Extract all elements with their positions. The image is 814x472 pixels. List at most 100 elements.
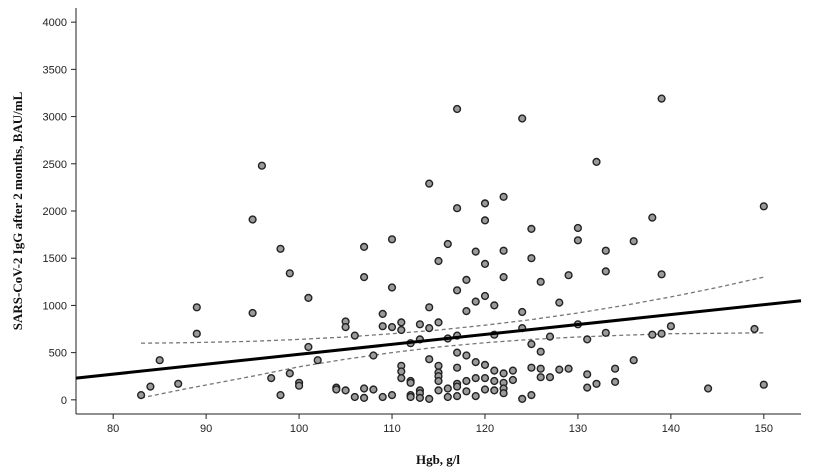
data-point [527,363,536,372]
data-point [601,267,610,276]
data-point [387,323,397,332]
data-point [462,307,471,316]
data-point [499,389,508,398]
ci-upper-line [141,276,764,344]
data-point [267,374,276,383]
data-point [443,392,452,402]
data-point [192,303,201,312]
data-point [583,335,592,344]
data-point [564,364,573,373]
data-point [350,331,359,340]
data-point [378,392,387,402]
data-point [545,332,555,341]
data-point [499,369,508,378]
y-tick-label: 4000 [43,17,67,29]
data-point [369,385,378,394]
data-point [592,157,601,167]
data-point [341,386,350,395]
data-point [518,307,527,317]
data-point [536,277,545,286]
data-point [257,161,267,170]
data-point [490,366,499,375]
data-point [434,318,443,327]
data-point [387,283,397,292]
data-point [248,308,257,318]
data-point [583,370,592,379]
data-point [499,273,508,282]
data-point [518,114,527,123]
data-point [453,204,462,213]
data-point [397,325,406,335]
data-point [518,394,527,404]
data-point [369,351,378,360]
data-point [248,215,257,224]
x-axis-ticks: 80 90 100 110 120 130 140 150 [107,414,773,435]
data-point [583,383,592,392]
data-point [480,259,490,269]
data-point [453,392,462,401]
data-point [434,256,443,266]
data-point [387,391,397,400]
data-point [555,365,564,374]
y-tick-label: 3000 [43,112,67,124]
data-point [666,322,676,331]
y-tick-label: 3500 [43,64,67,76]
data-point [285,369,294,378]
data-point [453,363,462,372]
data-point [192,329,201,338]
y-tick-label: 2500 [43,159,67,171]
data-point [629,356,638,365]
data-point [648,213,657,222]
data-point [573,236,583,245]
data-point [462,351,471,360]
data-point [750,324,759,334]
x-tick-label: 120 [476,423,494,435]
data-point [480,374,490,383]
data-point [657,94,666,103]
data-point [471,247,480,256]
x-axis-title: Hgb, g/l [416,452,460,467]
data-point [536,364,545,373]
data-point [480,385,490,394]
data-point [434,361,443,370]
x-tick-label: 100 [290,423,308,435]
data-point [313,356,322,365]
data-point [480,360,490,370]
data-point [425,179,434,188]
data-point [425,324,434,333]
data-point [527,391,536,400]
data-point [759,380,768,389]
y-tick-label: 500 [49,348,67,360]
data-point [443,384,452,393]
data-point [601,328,610,337]
data-point [295,381,304,390]
data-point [471,358,480,367]
data-point [443,239,452,249]
data-point [499,246,508,255]
data-point [387,235,397,244]
data-point [137,391,146,400]
data-point [527,254,536,263]
data-point [360,273,369,282]
data-point [378,309,387,319]
data-point [146,382,155,391]
data-point [341,323,350,332]
x-tick-label: 90 [200,423,212,435]
data-point [471,392,480,401]
data-point [425,355,434,364]
data-point [415,320,425,329]
plot-area [75,8,801,415]
data-point [276,244,285,253]
data-point [499,192,508,201]
data-point [480,199,490,208]
data-point [545,373,555,382]
x-tick-label: 110 [383,423,401,435]
x-tick-label: 130 [569,423,587,435]
data-point [434,376,443,386]
data-point [601,246,610,255]
x-tick-label: 80 [107,423,119,435]
data-point [471,374,480,383]
data-point [610,364,620,373]
y-tick-label: 2000 [43,206,67,218]
x-tick-label: 150 [755,423,773,435]
